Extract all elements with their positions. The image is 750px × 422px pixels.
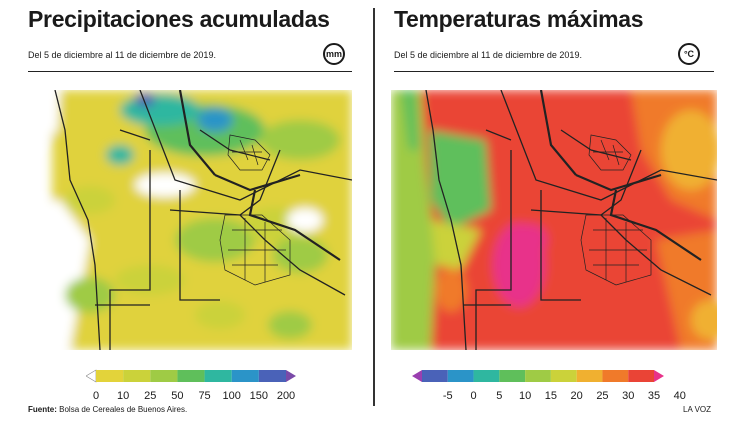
source-note: Fuente: Bolsa de Cereales de Buenos Aire… — [28, 405, 187, 414]
precipitation-scale-tick: 75 — [198, 390, 211, 402]
temperature-color-scale — [412, 370, 664, 382]
precipitation-scale-swatch — [96, 370, 124, 382]
precipitation-color-scale — [86, 369, 296, 383]
temperature-scale-tick: 0 — [470, 390, 477, 402]
credit-label: LA VOZ — [683, 405, 712, 414]
temperature-scale-swatch — [550, 370, 577, 382]
temperature-panel: Temperaturas máximas Del 5 de diciembre … — [378, 0, 750, 422]
temperature-scale-swatch — [525, 370, 551, 382]
temperature-scale-tick: -5 — [442, 390, 453, 402]
precipitation-map — [0, 90, 352, 350]
temperature-scale-tick: 25 — [596, 390, 609, 402]
precipitation-scale-swatch — [150, 370, 178, 382]
header-rule — [28, 71, 352, 72]
temperature-scale-tick: 30 — [622, 390, 635, 402]
temperature-scale-arrow-high — [654, 370, 664, 382]
unit-badge-mm: mm — [323, 43, 345, 65]
temperature-title: Temperaturas máximas — [394, 6, 644, 32]
header-rule — [394, 71, 714, 72]
source-text: Bolsa de Cereales de Buenos Aires. — [59, 405, 188, 414]
temperature-scale-tick: 20 — [570, 390, 583, 402]
precipitation-scale-swatch — [123, 370, 151, 382]
temperature-scale-tick: 15 — [544, 390, 557, 402]
panel-divider — [373, 8, 375, 406]
temperature-scale-tick: 35 — [647, 390, 661, 402]
temperature-date-range: Del 5 de diciembre al 11 de diciembre de… — [394, 50, 582, 60]
temperature-scale-arrow-low — [412, 370, 422, 382]
source-label: Fuente: — [28, 405, 57, 414]
precipitation-scale-tick: 0 — [92, 390, 100, 402]
precipitation-panel: Precipitaciones acumuladas Del 5 de dici… — [0, 0, 372, 422]
precipitation-scale-tick: 10 — [117, 390, 130, 402]
temperature-scale-swatch — [628, 370, 654, 382]
precipitation-scale-tick: 100 — [222, 390, 241, 402]
temperature-scale-swatch — [473, 370, 500, 382]
temperature-scale-swatch — [602, 370, 629, 382]
temperature-scale-swatch — [499, 370, 526, 382]
precipitation-scale-swatch — [204, 370, 232, 382]
precipitation-scale-swatch — [177, 370, 205, 382]
temperature-map — [391, 90, 717, 350]
precipitation-scale-swatch — [258, 370, 286, 382]
unit-badge-celsius: °C — [678, 43, 700, 65]
temperature-scale-swatch — [447, 370, 474, 382]
temperature-scale-tick: 10 — [518, 390, 532, 402]
precipitation-scale-tick: 200 — [276, 390, 296, 402]
precipitation-scale-tick: 25 — [144, 390, 157, 402]
temperature-scale-swatch — [422, 370, 448, 382]
precipitation-scale-tick: 50 — [171, 390, 184, 402]
temperature-scale-tick: 5 — [496, 390, 503, 402]
precipitation-scale-swatch — [231, 370, 259, 382]
precipitation-title: Precipitaciones acumuladas — [28, 6, 330, 32]
temperature-scale-swatch — [576, 370, 603, 382]
precipitation-scale-tick: 150 — [249, 390, 269, 402]
precipitation-date-range: Del 5 de diciembre al 11 de diciembre de… — [28, 50, 216, 60]
temperature-scale-tick: 40 — [673, 390, 686, 402]
